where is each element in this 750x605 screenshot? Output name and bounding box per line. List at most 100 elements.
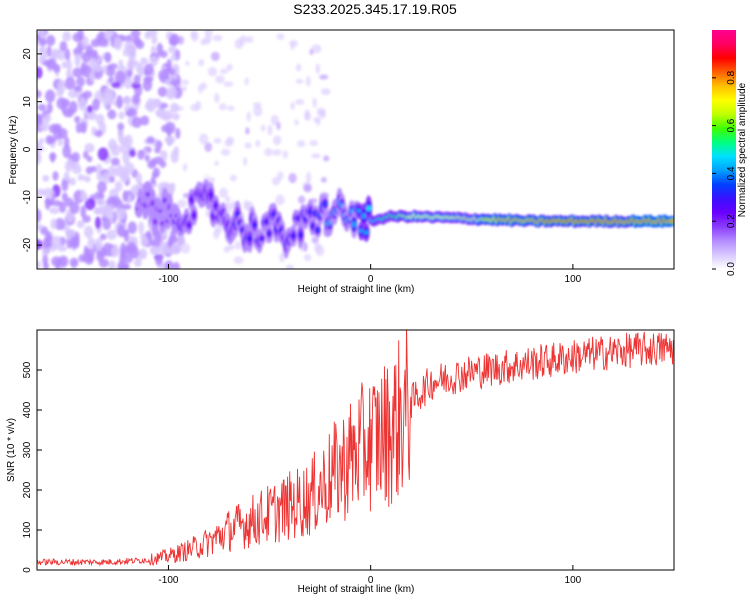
noise-blob <box>288 173 297 184</box>
noise-blob <box>320 176 327 183</box>
noise-blob <box>119 264 127 269</box>
noise-blob <box>56 88 64 98</box>
noise-blob <box>188 87 197 95</box>
noise-blob <box>156 42 164 56</box>
noise-blob <box>119 171 130 183</box>
noise-blob <box>42 248 48 258</box>
colorbar-tick-label: 0.4 <box>726 166 737 180</box>
noise-blob <box>243 157 248 166</box>
noise-blob <box>181 85 187 92</box>
noise-blob <box>277 98 282 109</box>
noise-blob <box>119 252 128 264</box>
ridge-core-blob <box>159 221 165 226</box>
noise-blob <box>130 30 141 38</box>
noise-blob <box>119 141 131 155</box>
top-y-tick-label: 20 <box>22 48 33 60</box>
noise-blob <box>80 205 87 219</box>
snr-line <box>37 330 674 567</box>
noise-blob <box>89 70 96 83</box>
noise-blob <box>140 115 150 126</box>
noise-blob <box>238 124 246 133</box>
noise-blob <box>234 241 242 250</box>
noise-blob <box>166 125 172 137</box>
noise-blob <box>42 174 50 182</box>
noise-blob <box>224 138 234 147</box>
noise-blob <box>50 48 62 57</box>
noise-blob <box>102 171 111 184</box>
noise-blob <box>50 152 56 163</box>
noise-blob <box>50 218 57 230</box>
noise-blob <box>128 150 136 158</box>
noise-blob <box>305 172 312 184</box>
top-x-tick-label: 100 <box>565 274 582 285</box>
noise-blob <box>212 34 223 42</box>
bottom-axis-ticks: -100 0 100 0 100 200 300 400 500 <box>22 361 582 586</box>
noise-blob <box>63 171 70 182</box>
noise-blob <box>315 245 325 257</box>
ridge-core-blob <box>307 208 313 215</box>
noise-blob <box>155 140 163 150</box>
colorbar-ticks: 0.0 0.2 0.4 0.6 0.8 <box>712 70 737 276</box>
noise-blob <box>61 192 68 202</box>
noise-blob <box>80 189 87 201</box>
noise-blob <box>62 144 72 159</box>
noise-blob <box>246 111 251 122</box>
top-x-tick-label: -100 <box>158 274 178 285</box>
noise-blob <box>124 40 134 53</box>
ridge-core-blob <box>366 205 372 212</box>
ridge-core-blob <box>361 212 367 219</box>
snr-line-series <box>37 330 674 567</box>
ridge-core-blob <box>145 191 151 198</box>
colorbar <box>712 30 736 269</box>
ridge-core-blob <box>162 197 168 204</box>
ridge-core-blob <box>157 209 163 213</box>
noise-blob <box>157 86 168 97</box>
noise-blob <box>43 262 49 269</box>
noise-blob <box>199 133 209 145</box>
noise-blob <box>215 75 225 84</box>
noise-blob <box>97 147 109 161</box>
noise-blob <box>62 31 72 42</box>
noise-blob <box>234 38 244 49</box>
noise-blob <box>39 38 47 46</box>
noise-blob <box>207 66 218 77</box>
noise-blob <box>123 75 133 89</box>
noise-blob <box>279 252 285 263</box>
noise-blob <box>219 187 228 199</box>
noise-blob <box>37 188 46 197</box>
noise-blob <box>103 87 114 102</box>
noise-blob <box>82 90 93 99</box>
noise-blob <box>73 47 83 56</box>
noise-blob <box>37 208 42 223</box>
noise-blob <box>311 153 321 159</box>
noise-blob <box>289 123 299 130</box>
bottom-x-axis-label: Height of straight line (km) <box>298 584 415 595</box>
noise-blob <box>226 63 233 71</box>
noise-blob <box>180 242 191 254</box>
noise-blob <box>61 61 69 69</box>
noise-blob <box>138 248 148 260</box>
noise-blob <box>108 260 116 269</box>
noise-blob <box>72 67 84 78</box>
noise-blob <box>283 182 292 191</box>
noise-blob <box>149 55 159 67</box>
noise-blob <box>75 122 82 134</box>
noise-blob <box>116 95 123 109</box>
noise-blob <box>114 181 123 192</box>
noise-blob <box>49 207 60 214</box>
noise-blob <box>133 74 141 85</box>
noise-blob <box>95 33 103 44</box>
noise-blob <box>126 59 135 71</box>
noise-blob <box>201 171 208 181</box>
noise-blob <box>110 245 120 258</box>
noise-blob <box>97 180 107 194</box>
noise-blob <box>99 233 107 241</box>
bottom-x-tick-label: -100 <box>158 575 178 586</box>
noise-blob <box>319 74 329 80</box>
spectrogram-heatmap <box>37 30 674 269</box>
noise-blob <box>311 236 319 244</box>
noise-blob <box>66 59 73 73</box>
noise-blob <box>303 242 308 252</box>
noise-blob <box>109 175 115 183</box>
